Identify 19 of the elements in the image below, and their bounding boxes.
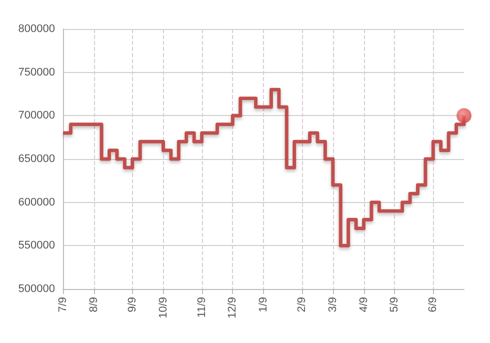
x-tick-label: 1/9 — [258, 297, 270, 312]
x-tick-label: 5/9 — [388, 297, 401, 312]
y-tick-label: 700000 — [18, 110, 55, 122]
x-tick-label: 12/9 — [226, 297, 239, 318]
x-tick-label: 10/9 — [157, 297, 170, 318]
x-tick-label: 8/9 — [88, 297, 100, 312]
x-tick-label: 11/9 — [196, 297, 208, 318]
x-tick-label: 6/9 — [427, 297, 440, 312]
x-tick-label: 4/9 — [358, 297, 370, 312]
y-tick-label: 750000 — [18, 66, 55, 78]
x-tick-label: 7/9 — [57, 297, 69, 312]
y-tick-label: 800000 — [18, 23, 55, 35]
y-tick-label: 650000 — [18, 153, 55, 165]
x-tick-label: 9/9 — [126, 297, 138, 312]
y-tick-label: 600000 — [18, 196, 55, 208]
x-tick-label: 3/9 — [326, 297, 339, 312]
y-tick-label: 550000 — [18, 240, 55, 252]
x-tick-label: 2/9 — [296, 297, 308, 312]
y-tick-label: 500000 — [18, 283, 55, 295]
